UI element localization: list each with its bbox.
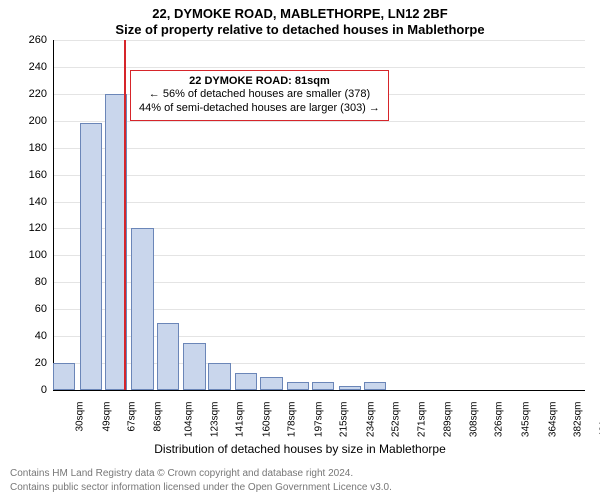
histogram-bar — [208, 363, 230, 390]
x-tick-label: 364sqm — [547, 402, 558, 438]
histogram-bar — [287, 382, 309, 390]
y-tick-label: 40 — [35, 330, 47, 342]
x-tick-label: 215sqm — [339, 402, 350, 438]
callout-line3: 44% of semi-detached houses are larger (… — [139, 102, 380, 116]
chart-title-line1: 22, DYMOKE ROAD, MABLETHORPE, LN12 2BF — [0, 6, 600, 21]
x-tick-label: 345sqm — [521, 402, 532, 438]
y-tick-label: 220 — [29, 88, 47, 100]
histogram-bar — [339, 386, 361, 390]
y-tick-label: 140 — [29, 196, 47, 208]
histogram-bar — [131, 228, 153, 390]
gridline-y — [53, 202, 585, 203]
y-tick-label: 240 — [29, 61, 47, 73]
x-tick-label: 308sqm — [469, 402, 480, 438]
y-tick-label: 180 — [29, 142, 47, 154]
x-tick-label: 104sqm — [183, 402, 194, 438]
y-tick-label: 20 — [35, 357, 47, 369]
histogram-bar — [183, 343, 205, 390]
y-axis — [53, 40, 54, 390]
x-tick-label: 160sqm — [262, 402, 273, 438]
x-tick-label: 382sqm — [572, 402, 583, 438]
y-tick-label: 80 — [35, 276, 47, 288]
gridline-y — [53, 40, 585, 41]
y-tick-label: 160 — [29, 169, 47, 181]
y-tick-label: 0 — [41, 384, 47, 396]
x-tick-label: 289sqm — [442, 402, 453, 438]
y-tick-label: 60 — [35, 303, 47, 315]
x-tick-label: 234sqm — [365, 402, 376, 438]
callout-line1: 22 DYMOKE ROAD: 81sqm — [139, 75, 380, 89]
chart-title-line2: Size of property relative to detached ho… — [0, 22, 600, 37]
x-tick-label: 197sqm — [313, 402, 324, 438]
x-tick-label: 178sqm — [287, 402, 298, 438]
footer-line2: Contains public sector information licen… — [10, 482, 392, 493]
x-tick-label: 86sqm — [153, 402, 164, 432]
footer-line1: Contains HM Land Registry data © Crown c… — [10, 468, 353, 479]
x-tick-label: 49sqm — [101, 402, 112, 432]
gridline-y — [53, 121, 585, 122]
histogram-bar — [235, 373, 257, 391]
callout-line2: ← 56% of detached houses are smaller (37… — [139, 88, 380, 102]
x-tick-label: 141sqm — [235, 402, 246, 438]
gridline-y — [53, 67, 585, 68]
y-tick-label: 100 — [29, 249, 47, 261]
chart-plot-area: 02040608010012014016018020022024026030sq… — [53, 40, 585, 390]
x-axis-label: Distribution of detached houses by size … — [0, 442, 600, 456]
gridline-y — [53, 175, 585, 176]
histogram-bar — [53, 363, 75, 390]
histogram-bar — [364, 382, 386, 390]
x-tick-label: 123sqm — [210, 402, 221, 438]
y-tick-label: 120 — [29, 222, 47, 234]
x-tick-label: 326sqm — [494, 402, 505, 438]
histogram-bar — [80, 123, 102, 390]
x-tick-label: 30sqm — [75, 402, 86, 432]
histogram-bar — [312, 382, 334, 390]
y-tick-label: 260 — [29, 34, 47, 46]
histogram-bar — [157, 323, 179, 390]
x-tick-label: 271sqm — [417, 402, 428, 438]
y-tick-label: 200 — [29, 115, 47, 127]
x-tick-label: 252sqm — [390, 402, 401, 438]
x-tick-label: 67sqm — [126, 402, 137, 432]
x-axis — [53, 390, 585, 391]
gridline-y — [53, 148, 585, 149]
marker-line — [124, 40, 126, 390]
callout-box: 22 DYMOKE ROAD: 81sqm← 56% of detached h… — [130, 70, 389, 121]
histogram-bar — [260, 377, 282, 390]
